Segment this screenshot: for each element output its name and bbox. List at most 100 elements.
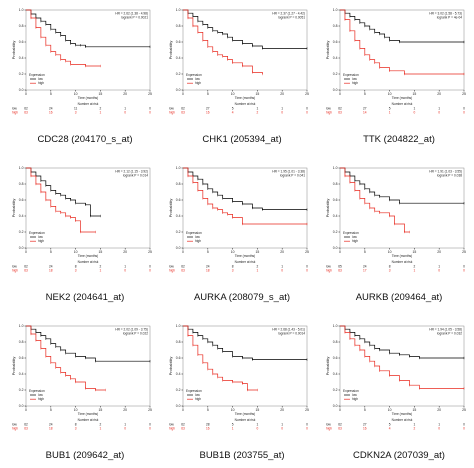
risk-table-header: Number at risk: [235, 102, 256, 106]
x-axis-label: Time (months): [78, 96, 98, 100]
risk-table-header: Number at risk: [392, 102, 413, 106]
risk-value: 1: [124, 107, 126, 111]
y-tick-label: 0.0: [176, 88, 181, 92]
legend-title: Expression: [186, 389, 202, 393]
y-tick-label: 0.8: [176, 340, 181, 344]
risk-table-header: Number at risk: [78, 260, 99, 264]
y-axis-label: Probability: [11, 199, 16, 218]
legend-label-high: high: [352, 239, 358, 243]
y-tick-label: 0.2: [333, 388, 338, 392]
x-axis-label: Time (months): [392, 96, 412, 100]
risk-value: 62: [24, 423, 28, 427]
y-tick-label: 0.4: [333, 214, 338, 218]
x-tick-label: 10: [231, 92, 235, 96]
km-panel: 0.0 0.2 0.4 0.6 0.8 1.0 0 5 10 15 20 25 Probability T…: [10, 160, 160, 310]
risk-value: 0: [463, 269, 465, 273]
risk-value: 14: [363, 111, 367, 115]
risk-value: 3: [75, 427, 77, 431]
risk-value: 63: [24, 111, 28, 115]
risk-value: 2: [414, 427, 416, 431]
risk-value: 16: [206, 427, 210, 431]
hr-text: HR = 1.94 (1.05 - 3.58): [429, 328, 462, 332]
x-tick-label: 25: [305, 408, 309, 412]
risk-value: 63: [338, 111, 342, 115]
risk-row-label: high: [12, 269, 18, 273]
plot-frame: [25, 9, 151, 91]
risk-value: 2: [257, 265, 259, 269]
x-tick-label: 5: [364, 92, 366, 96]
y-tick-label: 0.4: [176, 214, 181, 218]
risk-value: 0: [124, 427, 126, 431]
panel-caption: CDC28 (204170_s_at): [37, 134, 133, 145]
risk-value: 0: [124, 111, 126, 115]
plot-frame: [339, 167, 465, 249]
risk-value: 0: [306, 111, 308, 115]
risk-value: 0: [438, 269, 440, 273]
risk-value: 3: [75, 269, 77, 273]
risk-value: 4: [232, 111, 234, 115]
plot-frame: [182, 167, 308, 249]
legend-label-low: low: [195, 393, 200, 397]
km-panel: 0.0 0.2 0.4 0.6 0.8 1.0 0 5 10 15 20 25 Probability T…: [167, 2, 317, 152]
logrank-p-text: logrank P = 0.0021: [121, 16, 148, 20]
risk-table-header: Number at risk: [392, 418, 413, 422]
km-curve-high: [26, 9, 101, 67]
hr-text: HR = 2.68 (1.43 - 5.01): [272, 328, 305, 332]
risk-value: 0: [438, 111, 440, 115]
risk-value: 0: [463, 265, 465, 269]
risk-value: 8: [389, 265, 391, 269]
y-tick-label: 0.4: [176, 372, 181, 376]
risk-value: 63: [338, 427, 342, 431]
x-tick-label: 0: [25, 408, 27, 412]
y-tick-label: 0.0: [176, 246, 181, 250]
risk-table-header: Number at risk: [235, 418, 256, 422]
risk-value: 11: [74, 107, 78, 111]
panel-caption: CDKN2A (207039_at): [353, 450, 445, 461]
y-tick-label: 1.0: [19, 324, 24, 328]
risk-row-label: low: [326, 423, 331, 427]
km-chart-svg: 0.00.20.40.60.81.00 5 10 15 20 25ProbabilityT…: [11, 8, 152, 115]
legend-label-low: low: [38, 77, 43, 81]
x-tick-label: 20: [123, 92, 127, 96]
risk-value: 0: [149, 427, 151, 431]
km-curve-low: [340, 325, 464, 359]
x-tick-label: 5: [50, 250, 52, 254]
x-axis-label: Time (months): [235, 96, 255, 100]
risk-row-label: high: [169, 269, 175, 273]
logrank-p-text: logrank P = 0.041: [280, 174, 305, 178]
risk-value: 62: [181, 423, 185, 427]
y-axis-label: Probability: [168, 357, 173, 376]
x-tick-label: 5: [207, 92, 209, 96]
x-tick-label: 25: [462, 92, 466, 96]
risk-value: 0: [306, 269, 308, 273]
risk-value: 24: [49, 107, 53, 111]
x-tick-label: 15: [413, 408, 417, 412]
risk-value: 24: [49, 265, 53, 269]
risk-value: 8: [232, 265, 234, 269]
risk-value: 28: [206, 423, 210, 427]
km-panel: 0.0 0.2 0.4 0.6 0.8 1.0 0 5 10 15 20 25 Probability T…: [324, 2, 474, 152]
x-tick-label: 15: [256, 250, 260, 254]
y-tick-label: 0.0: [333, 246, 338, 250]
panel-caption: CHK1 (205394_at): [202, 134, 282, 145]
risk-value: 1: [124, 265, 126, 269]
risk-value: 1: [100, 111, 102, 115]
km-panel: 0.0 0.2 0.4 0.6 0.8 1.0 0 5 10 15 20 25 Probability T…: [10, 2, 160, 152]
risk-value: 1: [257, 269, 259, 273]
y-tick-label: 0.6: [19, 198, 24, 202]
risk-value: 16: [363, 427, 367, 431]
risk-table-header: Number at risk: [78, 418, 99, 422]
risk-value: 0: [149, 423, 151, 427]
km-chart-svg: 0.00.20.40.60.81.00 5 10 15 20 25ProbabilityT…: [168, 8, 309, 115]
plot-frame: [25, 167, 151, 249]
x-axis-label: Time (months): [235, 254, 255, 258]
y-tick-label: 0.8: [19, 340, 24, 344]
risk-table-header: Number at risk: [78, 102, 99, 106]
x-tick-label: 25: [462, 408, 466, 412]
legend-label-low: low: [352, 235, 357, 239]
y-tick-label: 0.4: [19, 56, 24, 60]
risk-value: 5: [232, 423, 234, 427]
km-chart-svg: 0.00.20.40.60.81.00 5 10 15 20 25ProbabilityT…: [325, 166, 466, 273]
risk-value: 5: [389, 107, 391, 111]
x-tick-label: 0: [25, 92, 27, 96]
